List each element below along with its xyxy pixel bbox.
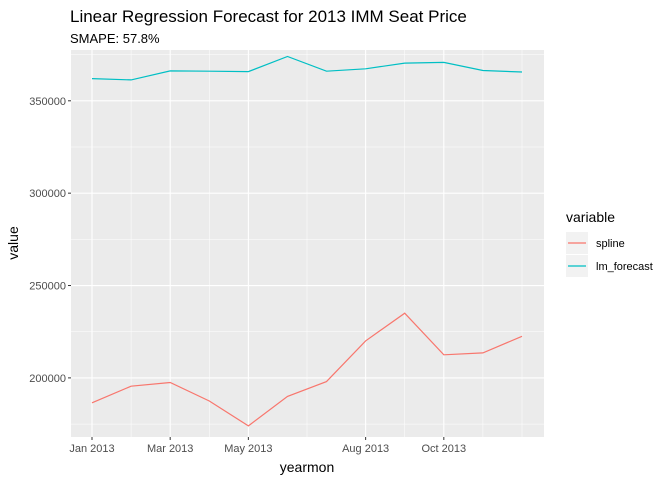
- legend: variable spline lm_forecast: [566, 209, 653, 277]
- series-line-lm-forecast: [91, 55, 523, 81]
- legend-title: variable: [566, 209, 615, 225]
- major-gridlines: [71, 50, 544, 437]
- x-tick-label: Mar 2013: [147, 443, 193, 455]
- series-lines: [91, 55, 523, 427]
- plot-panel: [71, 50, 544, 437]
- y-tick-label: 350000: [29, 96, 66, 108]
- legend-label-lm-forecast: lm_forecast: [596, 261, 653, 273]
- y-axis: 200000 250000 300000 350000: [29, 96, 71, 385]
- x-tick-label: Jan 2013: [69, 443, 114, 455]
- series-line-spline: [91, 312, 523, 427]
- y-tick-label: 300000: [29, 188, 66, 200]
- y-tick-label: 200000: [29, 373, 66, 385]
- y-axis-title: value: [5, 226, 21, 260]
- x-tick-label: Aug 2013: [342, 443, 389, 455]
- x-tick-label: May 2013: [224, 443, 272, 455]
- chart-subtitle: SMAPE: 57.8%: [70, 31, 160, 46]
- legend-label-spline: spline: [596, 238, 625, 250]
- x-axis: Jan 2013 Mar 2013 May 2013 Aug 2013 Oct 2013: [69, 437, 466, 455]
- x-axis-title: yearmon: [280, 459, 334, 475]
- minor-gridlines: [71, 50, 544, 437]
- legend-items: spline lm_forecast: [566, 232, 653, 277]
- y-tick-label: 250000: [29, 281, 66, 293]
- x-tick-label: Oct 2013: [421, 443, 466, 455]
- chart-title: Linear Regression Forecast for 2013 IMM …: [70, 7, 467, 26]
